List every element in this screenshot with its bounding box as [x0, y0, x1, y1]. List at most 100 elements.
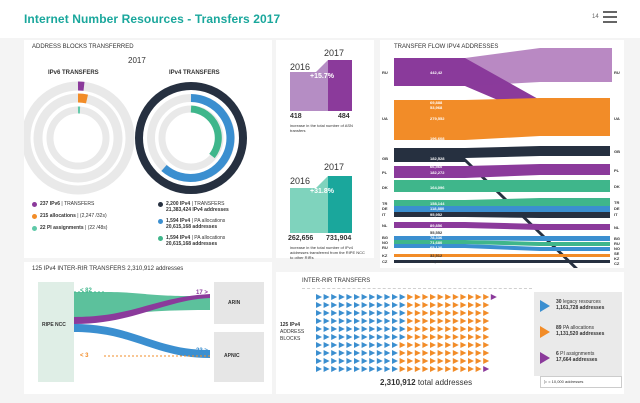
- address-triangle: [445, 326, 452, 332]
- address-triangle: [414, 342, 421, 348]
- flow-extra-7: 55,552: [430, 230, 443, 235]
- ripe-ncc-label: RIPE NCC: [42, 322, 66, 328]
- scale-legend: ▷ = 10,000 addresses: [544, 379, 584, 384]
- flow-val-bg: 78,336: [430, 235, 443, 240]
- address-triangle: [354, 310, 360, 316]
- asn-value-2016: 418: [290, 113, 302, 120]
- address-triangle: [316, 310, 322, 316]
- address-triangle: [399, 342, 406, 348]
- address-triangle: [354, 342, 360, 348]
- address-triangle: [460, 366, 467, 372]
- address-triangle: [331, 302, 338, 308]
- address-triangle: [331, 366, 338, 372]
- flow-left-tr: TR: [382, 201, 388, 206]
- address-triangle: [483, 342, 490, 348]
- flow-extra-2: 53,968: [430, 105, 443, 110]
- address-triangle: [384, 318, 391, 324]
- address-triangle: [430, 302, 436, 308]
- address-triangle: [331, 358, 338, 364]
- address-triangle: [475, 318, 482, 324]
- address-triangle: [422, 302, 429, 308]
- address-triangle: [452, 302, 459, 308]
- address-triangle: [430, 334, 436, 340]
- address-triangle: [323, 318, 330, 324]
- flow-extra-1: 69,888: [430, 100, 443, 105]
- address-triangle: [460, 334, 467, 340]
- inter-rir-heading: 125 IPv4 INTER-RIR TRANSFERS 2,310,912 a…: [32, 266, 184, 272]
- flow-left-bg: BG: [382, 235, 388, 240]
- address-triangle: [316, 342, 322, 348]
- flow-left-ua: UA: [382, 116, 388, 121]
- address-triangle: [338, 294, 345, 300]
- inter-rir-blocks-heading: INTER-RIR TRANSFERS: [302, 278, 371, 284]
- address-triangle: [430, 294, 436, 300]
- flow-extra-5: 81,920: [430, 194, 443, 199]
- address-triangle: [414, 358, 421, 364]
- address-triangle: [414, 302, 421, 308]
- donut-charts: [24, 81, 247, 195]
- address-triangle: [384, 334, 391, 340]
- address-triangle: [369, 350, 376, 356]
- address-triangle: [437, 310, 444, 316]
- flow-right-gb: GB: [614, 149, 620, 154]
- out-apnic-count: < 3: [80, 353, 89, 359]
- address-triangle: [384, 302, 391, 308]
- menu-icon[interactable]: [603, 11, 617, 23]
- address-triangle: [430, 350, 436, 356]
- flow-chart: [394, 48, 612, 268]
- address-triangle: [422, 358, 429, 364]
- flow-val-tr: 158,144: [430, 201, 445, 206]
- flow-right-se: SE: [614, 251, 620, 256]
- address-triangle: [376, 294, 383, 300]
- address-triangle: [338, 342, 345, 348]
- address-triangle: [323, 342, 330, 348]
- address-triangle: [452, 326, 459, 332]
- address-triangle: [392, 366, 398, 372]
- address-triangle: [354, 294, 360, 300]
- ipv4-alloc-dot: [158, 219, 163, 224]
- address-triangle: [407, 350, 414, 356]
- legend-pa: 89 PA allocations 1,131,520 addresses: [556, 325, 605, 337]
- address-triangle: [338, 350, 345, 356]
- flow-left-ru: RU: [382, 70, 388, 75]
- address-triangle: [437, 334, 444, 340]
- address-triangle: [361, 358, 368, 364]
- address-triangle: [346, 358, 353, 364]
- flow-val-cz: 30,368: [430, 259, 443, 264]
- address-triangle: [361, 318, 368, 324]
- address-triangle: [376, 366, 383, 372]
- address-triangle: [338, 310, 345, 316]
- pi-triangle-icon: [540, 352, 550, 364]
- address-triangle: [468, 342, 474, 348]
- address-triangle: [331, 350, 338, 356]
- address-triangle: [376, 310, 383, 316]
- address-triangle: [460, 302, 467, 308]
- address-triangle: [437, 326, 444, 332]
- apnic-label: APNIC: [224, 353, 240, 359]
- address-triangle: [361, 310, 368, 316]
- blocks-label-1: 125 IPv4: [280, 322, 301, 328]
- flow-heading: TRANSFER FLOW IPv4 ADDRESSES: [394, 44, 499, 50]
- flow-val-gb: 182,528: [430, 156, 445, 161]
- address-triangle: [460, 294, 467, 300]
- address-triangle: [468, 318, 474, 324]
- address-triangle: [475, 358, 482, 364]
- ipv4-alloc-arc: [161, 94, 235, 182]
- ipv6-legend-1: 237 IPv6 | TRANSFERS: [40, 201, 95, 207]
- address-triangle: [376, 302, 383, 308]
- flow-val-no: 71,680: [430, 240, 443, 245]
- flow-right-it: IT: [614, 212, 618, 217]
- address-triangle: [323, 310, 330, 316]
- flow-right-pl: PL: [614, 168, 620, 173]
- address-triangle: [376, 358, 383, 364]
- address-triangle: [392, 302, 398, 308]
- address-triangle: [407, 310, 414, 316]
- address-triangle: [346, 350, 353, 356]
- flow-val-de: 118,880: [430, 206, 445, 211]
- ipv4-caption: increase in the total number of IPv4 add…: [290, 245, 365, 260]
- ipv4-pi-dot: [158, 236, 163, 241]
- address-triangle: [361, 342, 368, 348]
- address-triangle: [369, 294, 376, 300]
- address-triangle: [407, 358, 414, 364]
- address-triangle: [392, 318, 398, 324]
